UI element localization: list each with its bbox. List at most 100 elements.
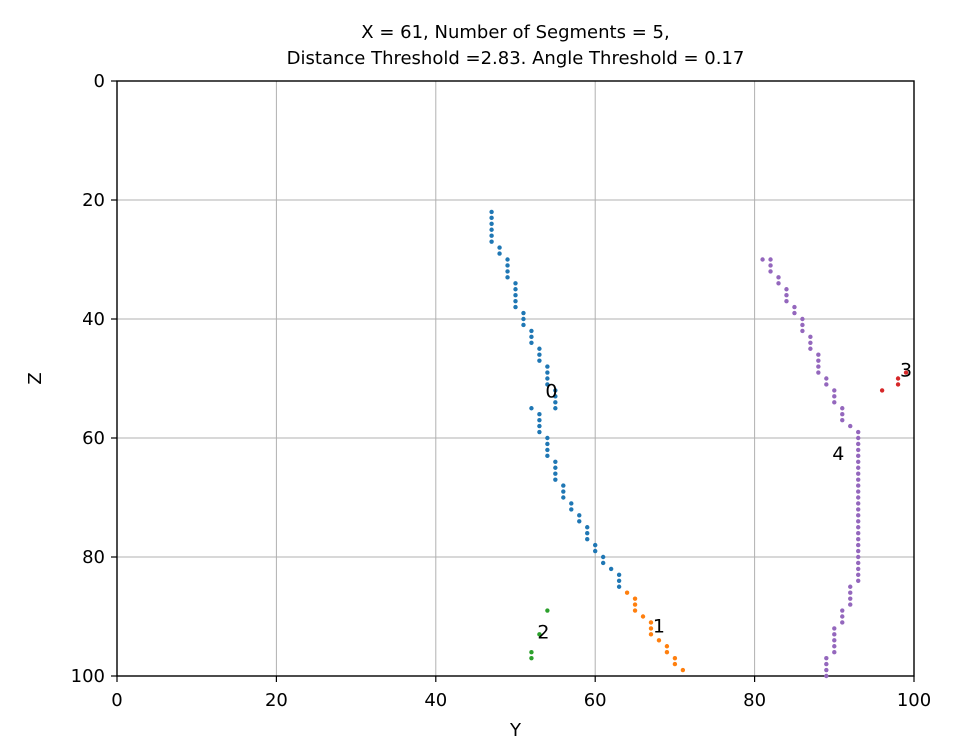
segment-0-point-8 [505,257,510,262]
segment-0-point-62 [616,572,622,578]
segment-4-points [760,257,861,679]
segment-labels: 0 1 2 3 4 [537,360,912,644]
segment-0-point-19 [521,322,526,328]
segment-4-point-17 [816,352,821,357]
segment-4-point-63 [832,626,837,631]
segment-0-point-26 [545,364,550,369]
segment-0-point-56 [585,536,590,542]
segment-0-point-32 [553,400,558,405]
segment-1-point-3 [632,608,638,613]
segment-4-point-35 [856,459,861,464]
segment-4-point-29 [848,423,853,429]
segment-0-point-28 [545,376,550,381]
segment-2-point-0 [545,608,550,613]
segment-4-point-39 [856,483,861,488]
segment-4-point-26 [840,406,845,411]
segment-0-point-36 [537,417,542,423]
segment-4-point-70 [824,667,829,673]
segment-0-point-21 [529,334,534,340]
segment-0-point-59 [600,554,606,560]
segment-0-point-53 [577,519,582,524]
segment-0-point-1 [489,215,494,221]
segment-0-point-33 [553,406,558,411]
segment-0-point-38 [537,429,542,435]
segment-4-point-64 [832,632,837,637]
segment-4-point-16 [808,346,813,351]
segment-0-point-40 [545,441,550,447]
segment-label-3: 3 [900,360,912,382]
segment-4-point-62 [840,620,845,625]
segment-0-point-37 [537,423,542,429]
segment-4-point-67 [832,650,837,655]
segment-4-point-44 [856,513,861,518]
segment-0-point-15 [513,298,518,304]
segment-0-point-35 [537,412,542,417]
segment-1-point-13 [680,667,686,673]
segment-0-point-3 [489,227,494,232]
segment-0-point-22 [529,340,534,345]
segment-0-point-27 [545,370,550,375]
segment-4-point-58 [848,596,853,601]
segment-4-point-32 [856,441,861,447]
segment-4-point-28 [840,417,845,423]
segment-1-point-7 [648,632,654,637]
segment-4-point-56 [848,584,853,589]
segment-0-point-34 [529,406,534,411]
segment-0-point-4 [489,233,494,238]
segment-4-point-37 [856,471,861,476]
segment-4-point-21 [824,376,829,381]
segment-1-point-12 [672,661,678,667]
x-tick-label-5: 100 [897,690,931,711]
segment-0-point-23 [537,346,542,351]
segment-0-point-2 [489,221,494,226]
segment-0-point-61 [608,566,614,572]
segment-4-point-12 [800,322,805,328]
segment-0-point-10 [505,269,510,274]
segment-4-point-71 [824,673,829,679]
segment-0-point-14 [513,293,518,298]
segment-4-point-65 [832,638,837,643]
segment-0-point-24 [537,352,542,357]
segment-1-point-8 [656,638,662,643]
segment-4-point-49 [856,542,861,548]
segment-0-point-51 [569,507,574,512]
y-tick-label-1: 20 [82,190,105,211]
segment-0-point-11 [505,275,510,280]
segment-4-point-11 [800,316,805,322]
segment-0-points [489,209,622,589]
x-axis-label: Y [509,720,522,741]
segment-0-point-20 [529,328,534,334]
segment-0-point-30 [553,388,558,393]
segment-4-point-9 [792,304,797,310]
segment-4-point-0 [760,257,765,262]
segment-4-point-60 [840,608,845,613]
segment-4-point-13 [800,328,805,334]
segment-4-point-18 [816,358,821,363]
segment-1-point-5 [648,620,654,625]
segment-3-point-3 [903,370,909,375]
segment-0-point-58 [593,548,598,554]
segment-0-point-48 [561,489,566,494]
segment-4-point-10 [792,310,797,316]
segment-0-point-7 [497,251,502,256]
y-tick-label-5: 100 [71,666,105,687]
segment-4-point-52 [856,560,861,566]
segment-4-point-45 [856,519,861,524]
segment-0-point-44 [553,465,558,470]
segment-4-point-20 [816,370,821,375]
segment-4-point-24 [832,394,837,399]
segment-label-1: 1 [653,615,665,637]
segment-0-point-39 [545,435,550,441]
segment-4-point-51 [856,554,861,560]
segment-0-point-18 [521,316,526,322]
x-tick-label-0: 0 [111,690,122,711]
segment-4-point-53 [856,566,861,572]
segment-1-point-0 [624,590,630,595]
segment-1-point-2 [632,602,638,607]
segment-4-point-5 [776,281,781,286]
segment-4-point-50 [856,548,861,554]
segment-4-point-15 [808,340,813,345]
